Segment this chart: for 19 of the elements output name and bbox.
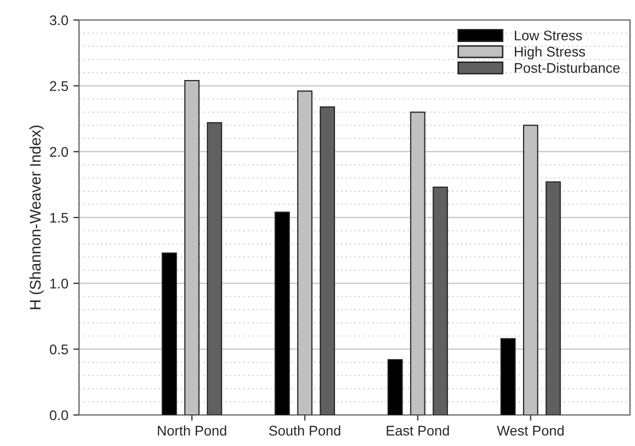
x-tick-label: South Pond bbox=[269, 425, 340, 436]
legend-label: Low Stress bbox=[514, 30, 582, 40]
x-tick-label: East Pond bbox=[386, 425, 449, 436]
bar bbox=[162, 252, 177, 415]
bar bbox=[500, 338, 516, 415]
y-tick-label: 3.0 bbox=[50, 15, 68, 26]
legend-label: High Stress bbox=[514, 46, 586, 60]
y-tick-label: 1.5 bbox=[50, 212, 68, 223]
y-tick-label: 2.5 bbox=[50, 81, 68, 92]
y-tick-label: 2.0 bbox=[50, 147, 68, 157]
legend-label: Post-Disturbance bbox=[514, 62, 620, 73]
x-tick-label: North Pond bbox=[158, 425, 226, 436]
bar bbox=[274, 212, 290, 415]
y-tick-label: 0.5 bbox=[50, 344, 68, 354]
x-tick-label: West Pond bbox=[496, 425, 564, 436]
y-axis-title: H (Shannon-Weaver Index) bbox=[29, 126, 44, 310]
y-tick-label: 1.0 bbox=[50, 278, 68, 289]
bar bbox=[388, 359, 403, 415]
y-tick-label: 0.0 bbox=[50, 410, 68, 420]
